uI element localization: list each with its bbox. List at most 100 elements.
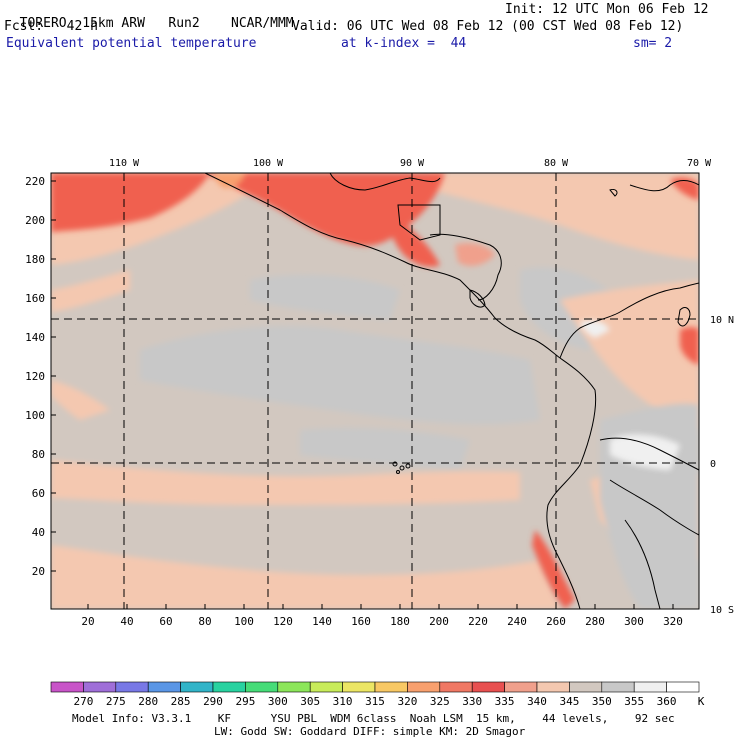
y-tick-label: 20 xyxy=(32,565,45,578)
colorbar-swatch xyxy=(601,681,635,693)
lon-label: 90 W xyxy=(400,158,425,169)
colorbar-label: 305 xyxy=(300,695,320,708)
y-tick-label: 120 xyxy=(25,370,45,383)
x-tick-label: 320 xyxy=(663,615,683,628)
lat-lon-grid xyxy=(51,173,699,609)
colorbar-label: 280 xyxy=(138,695,158,708)
colorbar-label: 325 xyxy=(430,695,450,708)
y-tick-label: 160 xyxy=(25,292,45,305)
x-tick-label: 220 xyxy=(468,615,488,628)
y-tick-label: 60 xyxy=(32,487,45,500)
x-tick-label: 120 xyxy=(273,615,293,628)
colorbar-label: 330 xyxy=(462,695,482,708)
run-name: Run2 xyxy=(168,16,200,31)
x-tick-label: 180 xyxy=(390,615,410,628)
lon-label: 100 W xyxy=(253,158,284,169)
colorbar-label: 295 xyxy=(235,695,255,708)
colorbar-swatch xyxy=(374,681,408,693)
valid-time: Valid: 06 UTC Wed 08 Feb 12 (00 CST Wed … xyxy=(292,19,684,34)
colorbar-swatch xyxy=(439,681,473,693)
x-tick-label: 200 xyxy=(429,615,449,628)
level-info: at k-index = 44 xyxy=(341,36,467,51)
x-tick-label: 100 xyxy=(234,615,254,628)
hot-regions xyxy=(51,173,699,609)
land-grey xyxy=(580,320,699,609)
colorbar-swatch xyxy=(147,681,181,693)
colorbar-swatch xyxy=(569,681,603,693)
colorbar-label: 315 xyxy=(365,695,385,708)
field-shading xyxy=(51,173,699,609)
y-tick-label: 100 xyxy=(25,409,45,422)
x-tick-label: 300 xyxy=(624,615,644,628)
colorbar-swatch xyxy=(277,681,311,693)
colorbar-swatch xyxy=(50,681,84,693)
fcst-value: 42 h xyxy=(66,19,98,34)
lon-label: 110 W xyxy=(109,158,140,169)
colorbar-label: 270 xyxy=(73,695,93,708)
x-tick-label: 140 xyxy=(312,615,332,628)
colorbar-swatch xyxy=(504,681,538,693)
x-tick-label: 80 xyxy=(198,615,211,628)
colorbar-label: 275 xyxy=(106,695,126,708)
colorbar-label: 350 xyxy=(592,695,612,708)
colorbar-swatch xyxy=(115,681,149,693)
smoothing-info: sm= 2 xyxy=(633,36,673,51)
field-name: Equivalent potential temperature xyxy=(6,36,257,51)
fcst-label: Fcst: xyxy=(4,19,44,34)
colorbar-label: 345 xyxy=(559,695,579,708)
x-tick-label: 280 xyxy=(585,615,605,628)
footer-model-info: Model Info: V3.3.1 KF YSU PBL WDM 6class… xyxy=(72,712,675,725)
colorbar-swatch xyxy=(536,681,570,693)
colorbar-swatch xyxy=(83,681,117,693)
y-tick-label: 80 xyxy=(32,448,45,461)
colorbar-label: 300 xyxy=(268,695,288,708)
colorbar-swatch xyxy=(212,681,246,693)
colorbar-label: 290 xyxy=(203,695,223,708)
y-tick-label: 40 xyxy=(32,526,45,539)
lon-label: 80 W xyxy=(544,158,569,169)
colorbar-swatch xyxy=(666,681,700,693)
coastlines xyxy=(204,173,699,609)
colorbar-swatch xyxy=(309,681,343,693)
lat-label: 10 S xyxy=(710,605,734,616)
y-tick-label: 220 xyxy=(25,175,45,188)
init-time: Init: 12 UTC Mon 06 Feb 12 xyxy=(505,2,709,17)
x-tick-label: 20 xyxy=(81,615,94,628)
model-name: TORERO xyxy=(19,16,67,31)
colorbar-label: 335 xyxy=(495,695,515,708)
model-resolution: 15km ARW xyxy=(82,16,145,31)
y-tick-label: 180 xyxy=(25,253,45,266)
colorbar-label: 360 xyxy=(657,695,677,708)
y-tick-label: 140 xyxy=(25,331,45,344)
ocean-light-patches xyxy=(140,267,620,470)
colorbar-unit: K xyxy=(698,695,705,708)
colorbar-swatch xyxy=(471,681,505,693)
footer-physics: LW: Godd SW: Goddard DIFF: simple KM: 2D… xyxy=(214,725,526,738)
colorbar-label: 320 xyxy=(397,695,417,708)
axes: 110 W 100 W 90 W 80 W 70 W 10 N 0 10 S 220 200 180… xyxy=(25,158,734,628)
colorbar: 270 275 280 285 290 295 300 305 310 315 320 325 330 3… xyxy=(50,681,705,708)
lat-label: 0 xyxy=(710,459,716,470)
colorbar-swatch xyxy=(407,681,441,693)
lat-label: 10 N xyxy=(710,315,734,326)
colorbar-label: 310 xyxy=(333,695,353,708)
colorbar-label: 285 xyxy=(171,695,191,708)
x-tick-label: 160 xyxy=(351,615,371,628)
organization: NCAR/MMM xyxy=(231,16,294,31)
colorbar-swatch xyxy=(180,681,214,693)
x-tick-label: 60 xyxy=(159,615,172,628)
forecast-hour: Fcst: 42 h xyxy=(4,20,98,34)
lon-label: 70 W xyxy=(687,158,712,169)
x-tick-label: 240 xyxy=(507,615,527,628)
plot-frame xyxy=(50,172,700,610)
colorbar-swatch xyxy=(245,681,279,693)
x-tick-label: 260 xyxy=(546,615,566,628)
x-tick-label: 40 xyxy=(120,615,133,628)
colorbar-swatch xyxy=(342,681,376,693)
colorbar-label: 340 xyxy=(527,695,547,708)
colorbar-label: 355 xyxy=(624,695,644,708)
header-model: TORERO 15km ARW Run2 NCAR/MMM xyxy=(4,3,294,31)
colorbar-swatch xyxy=(633,681,667,693)
y-tick-label: 200 xyxy=(25,214,45,227)
